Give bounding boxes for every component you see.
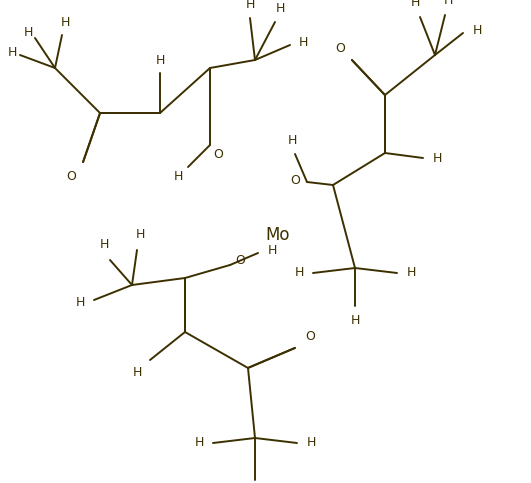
Text: O: O (335, 42, 345, 55)
Text: H: H (410, 0, 419, 10)
Text: H: H (287, 133, 297, 146)
Text: H: H (132, 366, 142, 379)
Text: O: O (66, 170, 76, 183)
Text: H: H (350, 313, 359, 327)
Text: H: H (75, 297, 84, 310)
Text: H: H (432, 152, 442, 165)
Text: H: H (298, 37, 307, 49)
Text: H: H (61, 15, 70, 28)
Text: H: H (275, 1, 285, 14)
Text: O: O (213, 148, 223, 161)
Text: H: H (406, 267, 416, 280)
Text: O: O (235, 254, 245, 267)
Text: H: H (99, 239, 109, 252)
Text: H: H (294, 267, 304, 280)
Text: H: H (173, 170, 183, 184)
Text: H: H (245, 0, 255, 11)
Text: O: O (290, 173, 300, 186)
Text: H: H (23, 27, 33, 40)
Text: H: H (194, 437, 204, 450)
Text: H: H (155, 55, 165, 68)
Text: H: H (267, 243, 277, 256)
Text: Mo: Mo (266, 226, 290, 244)
Text: H: H (443, 0, 453, 6)
Text: O: O (305, 329, 315, 342)
Text: H: H (306, 437, 316, 450)
Text: H: H (7, 45, 16, 58)
Text: H: H (135, 228, 144, 242)
Text: H: H (472, 24, 482, 37)
